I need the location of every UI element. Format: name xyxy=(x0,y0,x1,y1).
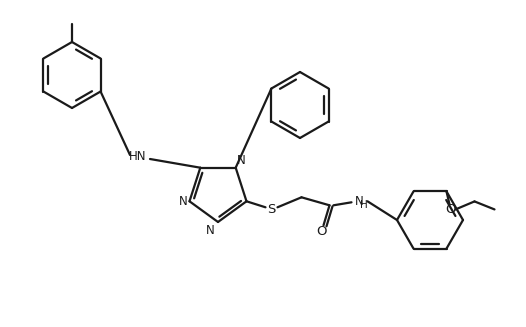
Text: S: S xyxy=(267,203,276,216)
Text: O: O xyxy=(445,203,456,216)
Text: H: H xyxy=(360,200,367,210)
Text: O: O xyxy=(316,225,327,238)
Text: HN: HN xyxy=(129,150,147,164)
Text: N: N xyxy=(355,195,364,208)
Text: N: N xyxy=(206,224,215,237)
Text: N: N xyxy=(179,195,187,208)
Text: N: N xyxy=(237,154,246,167)
